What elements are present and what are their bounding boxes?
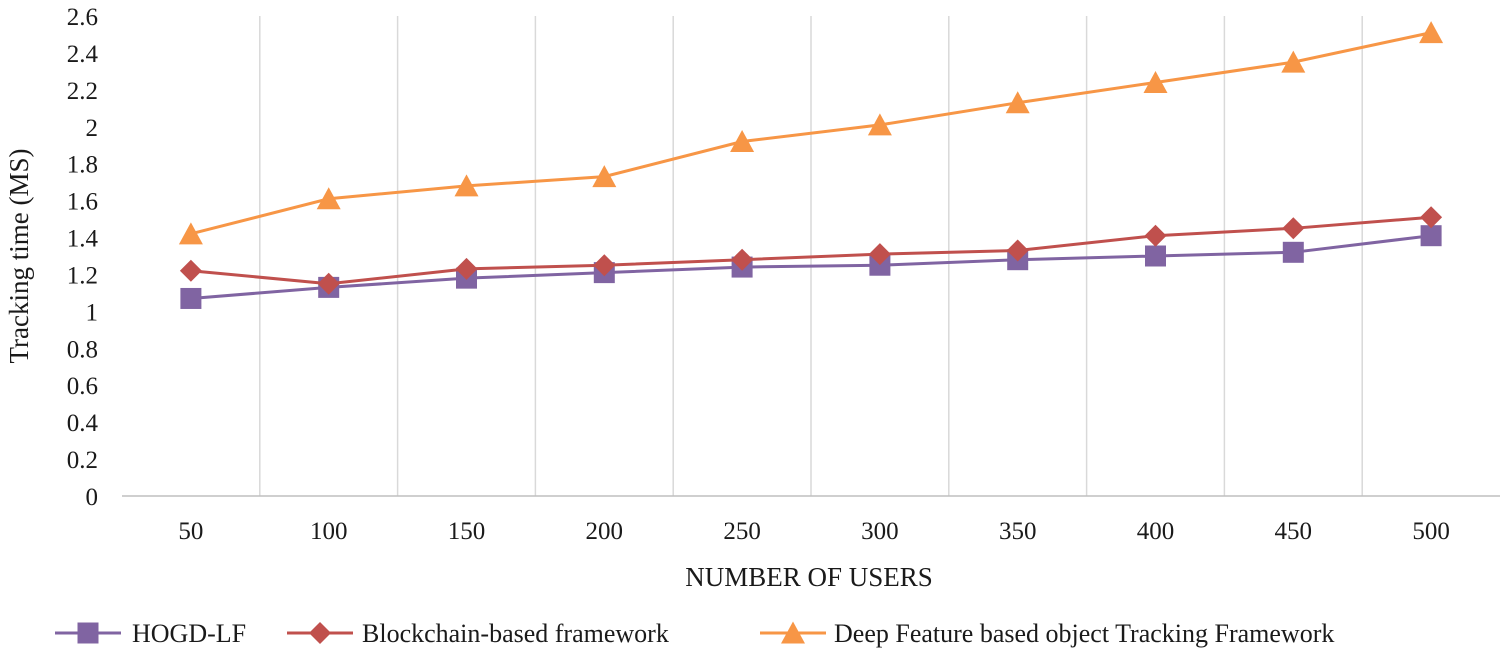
y-tick-label: 2.4 (67, 41, 99, 68)
legend-item: Blockchain-based framework (287, 619, 669, 648)
data-point-triangle (1281, 50, 1306, 73)
series-line (190, 215, 1432, 286)
legend-label: Blockchain-based framework (362, 619, 669, 648)
data-point-diamond (593, 254, 616, 277)
y-tick-label: 0.2 (67, 447, 98, 474)
data-point-diamond (1006, 239, 1029, 262)
data-point-square (869, 254, 891, 276)
y-tick-label: 1.2 (67, 262, 98, 289)
legend-label: Deep Feature based object Tracking Frame… (834, 619, 1334, 648)
data-point-diamond (1282, 217, 1305, 240)
data-point-triangle (592, 165, 617, 188)
x-tick-label: 450 (1275, 518, 1313, 545)
x-tick-label: 200 (586, 518, 624, 545)
y-tick-label: 2 (86, 115, 99, 142)
data-point-diamond (868, 243, 891, 266)
data-point-triangle (178, 222, 203, 245)
y-tick-label: 1.4 (67, 226, 99, 253)
series-triangle (178, 21, 1444, 245)
x-tick-label: 400 (1137, 518, 1175, 545)
data-point-square (1282, 241, 1304, 263)
y-tick-label: 1.6 (67, 189, 98, 216)
y-tick-label: 2.6 (67, 4, 98, 31)
data-point-diamond (1144, 224, 1167, 247)
data-point-square (1145, 245, 1166, 267)
data-point-triangle (1419, 21, 1444, 44)
y-tick-label: 0 (86, 484, 99, 511)
y-tick-label: 1 (86, 299, 99, 326)
x-tick-label: 500 (1412, 518, 1450, 545)
data-point-triangle (1005, 91, 1030, 114)
x-tick-label: 250 (723, 518, 761, 545)
data-point-diamond (1420, 206, 1443, 229)
legend-item: Deep Feature based object Tracking Frame… (760, 619, 1334, 648)
legend-item: HOGD-LF (55, 619, 246, 648)
x-tick-label: 100 (310, 518, 348, 545)
legend-label: HOGD-LF (132, 619, 246, 648)
data-point-diamond (731, 248, 754, 271)
series-line (190, 31, 1432, 236)
data-point-triangle (316, 187, 341, 210)
legend-marker-square (77, 622, 99, 644)
y-tick-label: 2.2 (67, 78, 98, 105)
data-point-diamond (317, 272, 340, 295)
x-tick-label: 300 (861, 518, 899, 545)
series-diamond (179, 206, 1443, 295)
y-tick-label: 1.8 (67, 152, 98, 179)
data-point-triangle (867, 113, 892, 136)
y-axis-title: Tracking time (MS) (4, 149, 34, 364)
data-point-diamond (455, 257, 478, 280)
legend-marker-triangle (781, 621, 805, 644)
data-point-triangle (1143, 70, 1168, 93)
y-axis-ticks: 0 0.2 0.4 0.6 0.8 1 1.2 1.4 1.6 1.8 2 2.2 2.4 2.6 (67, 4, 99, 511)
legend-marker-diamond (309, 622, 331, 644)
data-point-diamond (179, 259, 202, 282)
series-line (190, 234, 1432, 300)
data-point-triangle (730, 130, 755, 153)
x-tick-label: 150 (448, 518, 486, 545)
y-tick-label: 0.4 (67, 410, 99, 437)
series-layer (178, 21, 1444, 309)
x-axis-title: NUMBER OF USERS (685, 562, 933, 592)
legend: HOGD-LF Blockchain-based framework Deep Fe… (55, 619, 1334, 648)
x-axis-ticks: 50 100 150 200 250 300 350 400 450 500 (178, 518, 1449, 545)
x-tick-label: 350 (999, 518, 1037, 545)
y-tick-label: 0.6 (67, 373, 98, 400)
data-point-triangle (454, 174, 479, 197)
data-point-square (180, 287, 202, 309)
x-tick-label: 50 (178, 518, 203, 545)
y-tick-label: 0.8 (67, 336, 98, 363)
data-point-square (1420, 225, 1442, 247)
